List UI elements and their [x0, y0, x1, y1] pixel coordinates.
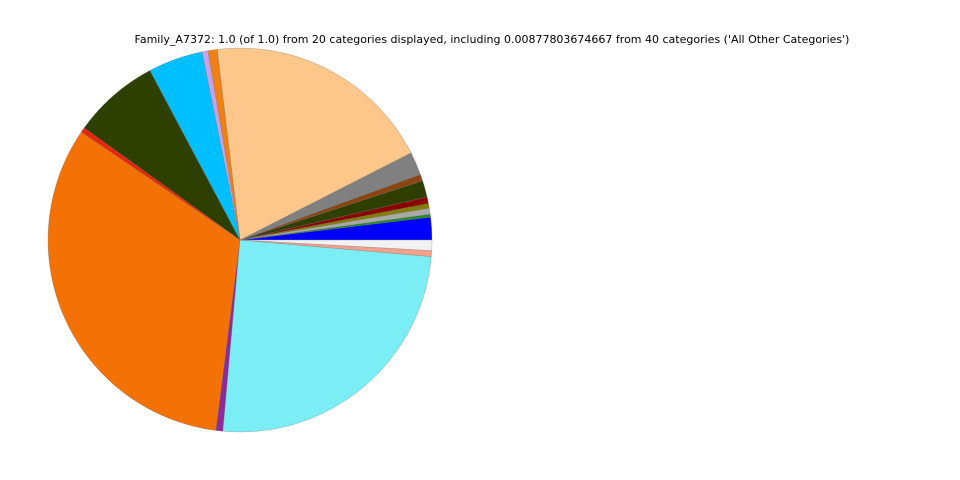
pie-slice	[216, 47, 412, 241]
pie-slice	[222, 239, 432, 433]
pie-slice	[47, 131, 241, 431]
chart-title: Family_A7372: 1.0 (of 1.0) from 20 categ…	[135, 33, 850, 46]
pie-slice	[239, 239, 433, 251]
